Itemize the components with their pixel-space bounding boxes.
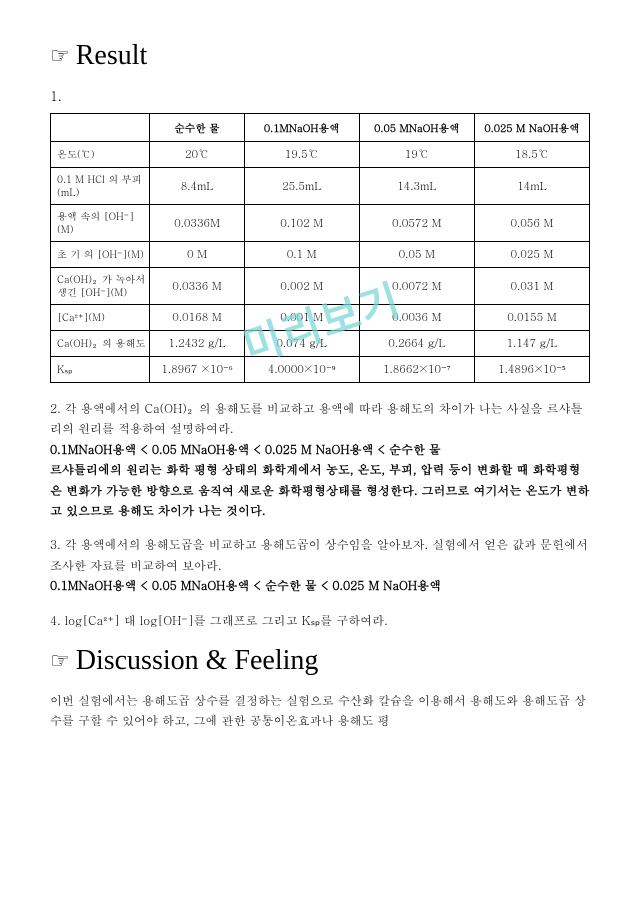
row-label: Ca(OH)₂의 용해도	[51, 331, 150, 357]
table-row: [Ca²⁺](M) 0.0168 M 0.001 M 0.0036 M 0.01…	[51, 305, 590, 331]
cell: 25.5mL	[244, 168, 359, 205]
table-row: Kₛₚ 1.8967 ×10⁻⁶ 4.0000×10⁻⁹ 1.8662×10⁻⁷…	[51, 357, 590, 383]
result-heading: ☞ Result	[50, 40, 590, 72]
col-header: 0.1MNaOH용액	[244, 114, 359, 142]
cell: 0.102 M	[244, 205, 359, 242]
row-label: Kₛₚ	[51, 357, 150, 383]
cell: 18.5℃	[474, 142, 589, 168]
cell: 0.0336M	[150, 205, 244, 242]
cell: 0.025 M	[474, 242, 589, 268]
results-table: 순수한 물 0.1MNaOH용액 0.05 MNaOH용액 0.025 M Na…	[50, 113, 590, 383]
row-label: 초 기 의 [OH⁻](M)	[51, 242, 150, 268]
q3-inequality: 0.1MNaOH용액 < 0.05 MNaOH용액 < 순수한 물 < 0.02…	[50, 577, 441, 594]
table-row: 0.1 M HCl 의 부피(mL) 8.4mL 25.5mL 14.3mL 1…	[51, 168, 590, 205]
table-header-row: 순수한 물 0.1MNaOH용액 0.05 MNaOH용액 0.025 M Na…	[51, 114, 590, 142]
cell: 0.0572 M	[359, 205, 474, 242]
cell: 4.0000×10⁻⁹	[244, 357, 359, 383]
cell: 1.147 g/L	[474, 331, 589, 357]
q4-text: 4. log[Ca²⁺] 대 log[OH⁻]를 그래프로 그리고 Kₛₚ를 구…	[50, 612, 388, 629]
cell: 0.0072 M	[359, 268, 474, 305]
cell: 19℃	[359, 142, 474, 168]
cell: 1.8967 ×10⁻⁶	[150, 357, 244, 383]
cell: 1.8662×10⁻⁷	[359, 357, 474, 383]
result-title-text: Result	[76, 40, 148, 72]
cell: 14mL	[474, 168, 589, 205]
cell: 8.4mL	[150, 168, 244, 205]
cell: 0.05 M	[359, 242, 474, 268]
row-label: 용액 속의 [OH⁻](M)	[51, 205, 150, 242]
q3-text: 3. 각 용액에서의 용해도곱을 비교하고 용해도곱이 상수임을 알아보자. 실…	[50, 536, 588, 573]
cell: 0 M	[150, 242, 244, 268]
q2-inequality: 0.1MNaOH용액 < 0.05 MNaOH용액 < 0.025 M NaOH…	[50, 441, 441, 458]
discussion-title-text: Discussion & Feeling	[76, 645, 319, 677]
cell: 0.0155 M	[474, 305, 589, 331]
cell: 20℃	[150, 142, 244, 168]
col-header: 순수한 물	[150, 114, 244, 142]
row-label: Ca(OH)₂가 녹아서 생긴 [OH⁻](M)	[51, 268, 150, 305]
row-label: 0.1 M HCl 의 부피(mL)	[51, 168, 150, 205]
col-header: 0.05 MNaOH용액	[359, 114, 474, 142]
cell: 0.0036 M	[359, 305, 474, 331]
row-label: 온도(℃)	[51, 142, 150, 168]
row-label: [Ca²⁺](M)	[51, 305, 150, 331]
cell: 14.3mL	[359, 168, 474, 205]
closing-paragraph: 이번 실험에서는 용해도곱 상수를 결정하는 실험으로 수산화 칼슘을 이용해서…	[50, 691, 590, 732]
cell: 0.2664 g/L	[359, 331, 474, 357]
col-header	[51, 114, 150, 142]
table-row: 초 기 의 [OH⁻](M) 0 M 0.1 M 0.05 M 0.025 M	[51, 242, 590, 268]
cell: 19.5℃	[244, 142, 359, 168]
discussion-heading: ☞ Discussion & Feeling	[50, 645, 590, 677]
q3-block: 3. 각 용액에서의 용해도곱을 비교하고 용해도곱이 상수임을 알아보자. 실…	[50, 535, 590, 596]
q2-block: 2. 각 용액에서의 Ca(OH)₂의 용해도를 비교하고 용액에 따라 용해도…	[50, 399, 590, 521]
cell: 0.002 M	[244, 268, 359, 305]
col-header: 0.025 M NaOH용액	[474, 114, 589, 142]
q2-text: 2. 각 용액에서의 Ca(OH)₂의 용해도를 비교하고 용액에 따라 용해도…	[50, 400, 583, 437]
cell: 1.2432 g/L	[150, 331, 244, 357]
cell: 0.1 M	[244, 242, 359, 268]
cell: 0.0168 M	[150, 305, 244, 331]
cell: 0.056 M	[474, 205, 589, 242]
pointer-icon: ☞	[50, 648, 70, 674]
cell: 1.4896×10⁻⁵	[474, 357, 589, 383]
cell: 0.001 M	[244, 305, 359, 331]
table-row: 용액 속의 [OH⁻](M) 0.0336M 0.102 M 0.0572 M …	[51, 205, 590, 242]
cell: 0.074 g/L	[244, 331, 359, 357]
table-row: Ca(OH)₂의 용해도 1.2432 g/L 0.074 g/L 0.2664…	[51, 331, 590, 357]
table-row: 온도(℃) 20℃ 19.5℃ 19℃ 18.5℃	[51, 142, 590, 168]
q2-explanation: 르샤틀리에의 원리는 화학 평형 상태의 화학계에서 농도, 온도, 부피, 압…	[50, 461, 589, 519]
cell: 0.031 M	[474, 268, 589, 305]
pointer-icon: ☞	[50, 43, 70, 69]
cell: 0.0336 M	[150, 268, 244, 305]
q1-number: 1.	[50, 86, 590, 105]
q4-block: 4. log[Ca²⁺] 대 log[OH⁻]를 그래프로 그리고 Kₛₚ를 구…	[50, 611, 590, 631]
table-row: Ca(OH)₂가 녹아서 생긴 [OH⁻](M) 0.0336 M 0.002 …	[51, 268, 590, 305]
